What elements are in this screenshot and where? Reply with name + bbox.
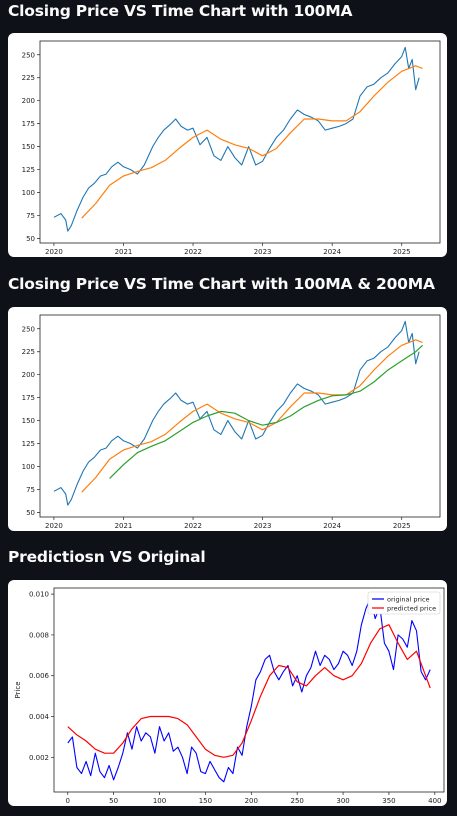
- x-tick-label: 400: [428, 797, 441, 805]
- x-tick-label: 2025: [393, 522, 411, 530]
- x-tick-label: 2023: [254, 248, 272, 256]
- x-tick-label: 2021: [115, 248, 133, 256]
- x-tick-label: 250: [290, 797, 303, 805]
- y-tick-label: 225: [22, 74, 35, 82]
- x-tick-label: 50: [109, 797, 118, 805]
- y-tick-label: 50: [26, 509, 35, 517]
- legend-box: [367, 591, 441, 615]
- series-line-ma100: [81, 339, 423, 493]
- x-tick-label: 2022: [184, 248, 202, 256]
- series-line-price: [53, 46, 420, 232]
- y-tick-label: 125: [22, 440, 35, 448]
- series-line-ma100: [81, 65, 423, 219]
- x-tick-label: 100: [153, 797, 166, 805]
- y-tick-label: 175: [22, 120, 35, 128]
- x-tick-label: 2023: [254, 522, 272, 530]
- predictions-vs-original-chart: 0 50 100 150 200 250 300 350 400 0.002 0.004 0.006 0…: [14, 587, 445, 805]
- y-tick-label: 0.002: [29, 754, 49, 762]
- chart1-card: 2020 2021 2022 2023 2024 2025 50 75 100 125 150 175…: [8, 33, 447, 257]
- series-line-predicted: [67, 624, 431, 758]
- x-tick-label: 350: [382, 797, 395, 805]
- y-tick-label: 75: [26, 486, 35, 494]
- closing-price-100ma-200ma-chart: 2020 2021 2022 2023 2024 2025 50 75 100 125 150 175…: [22, 314, 441, 530]
- series-line-original: [67, 597, 431, 783]
- y-tick-label: 75: [26, 212, 35, 220]
- plot-frame: [39, 314, 441, 518]
- y-axis-label: Price: [14, 681, 22, 698]
- x-tick-label: 2021: [115, 522, 133, 530]
- y-tick-label: 250: [22, 51, 35, 59]
- series-line-ma200: [109, 344, 424, 479]
- y-tick-label: 200: [22, 371, 35, 379]
- legend-label-original: original price: [387, 595, 430, 603]
- plot-frame: [53, 587, 445, 793]
- y-tick-label: 175: [22, 394, 35, 402]
- x-tick-label: 0: [66, 797, 70, 805]
- y-tick-label: 0.010: [29, 591, 49, 599]
- legend-label-predicted: predicted price: [387, 604, 436, 612]
- y-tick-label: 250: [22, 325, 35, 333]
- chart2-heading: Closing Price VS Time Chart with 100MA &…: [8, 275, 435, 293]
- y-tick-label: 225: [22, 348, 35, 356]
- chart1-heading: Closing Price VS Time Chart with 100MA: [8, 2, 353, 20]
- x-tick-label: 150: [199, 797, 212, 805]
- y-tick-label: 100: [22, 189, 35, 197]
- x-tick-label: 2020: [45, 248, 63, 256]
- plot-frame: [39, 40, 441, 244]
- y-tick-label: 200: [22, 97, 35, 105]
- chart3-card: 0 50 100 150 200 250 300 350 400 0.002 0.004 0.006 0…: [8, 580, 447, 806]
- y-tick-label: 150: [22, 417, 35, 425]
- y-tick-label: 0.004: [29, 713, 50, 721]
- y-tick-label: 0.006: [29, 672, 50, 680]
- y-tick-label: 100: [22, 463, 35, 471]
- y-tick-label: 125: [22, 166, 35, 174]
- chart3-heading: Predictiosn VS Original: [8, 548, 206, 566]
- x-tick-label: 2022: [184, 522, 202, 530]
- x-tick-label: 2025: [393, 248, 411, 256]
- x-tick-label: 2020: [45, 522, 63, 530]
- x-tick-label: 200: [245, 797, 258, 805]
- x-tick-label: 300: [336, 797, 349, 805]
- closing-price-100ma-chart: 2020 2021 2022 2023 2024 2025 50 75 100 125 150 175…: [22, 40, 441, 256]
- y-tick-label: 50: [26, 235, 35, 243]
- x-tick-label: 2024: [323, 522, 341, 530]
- y-tick-label: 0.008: [29, 631, 49, 639]
- x-tick-label: 2024: [323, 248, 341, 256]
- y-tick-label: 150: [22, 143, 35, 151]
- chart2-card: 2020 2021 2022 2023 2024 2025 50 75 100 125 150 175…: [8, 307, 447, 531]
- series-line-price: [53, 320, 420, 506]
